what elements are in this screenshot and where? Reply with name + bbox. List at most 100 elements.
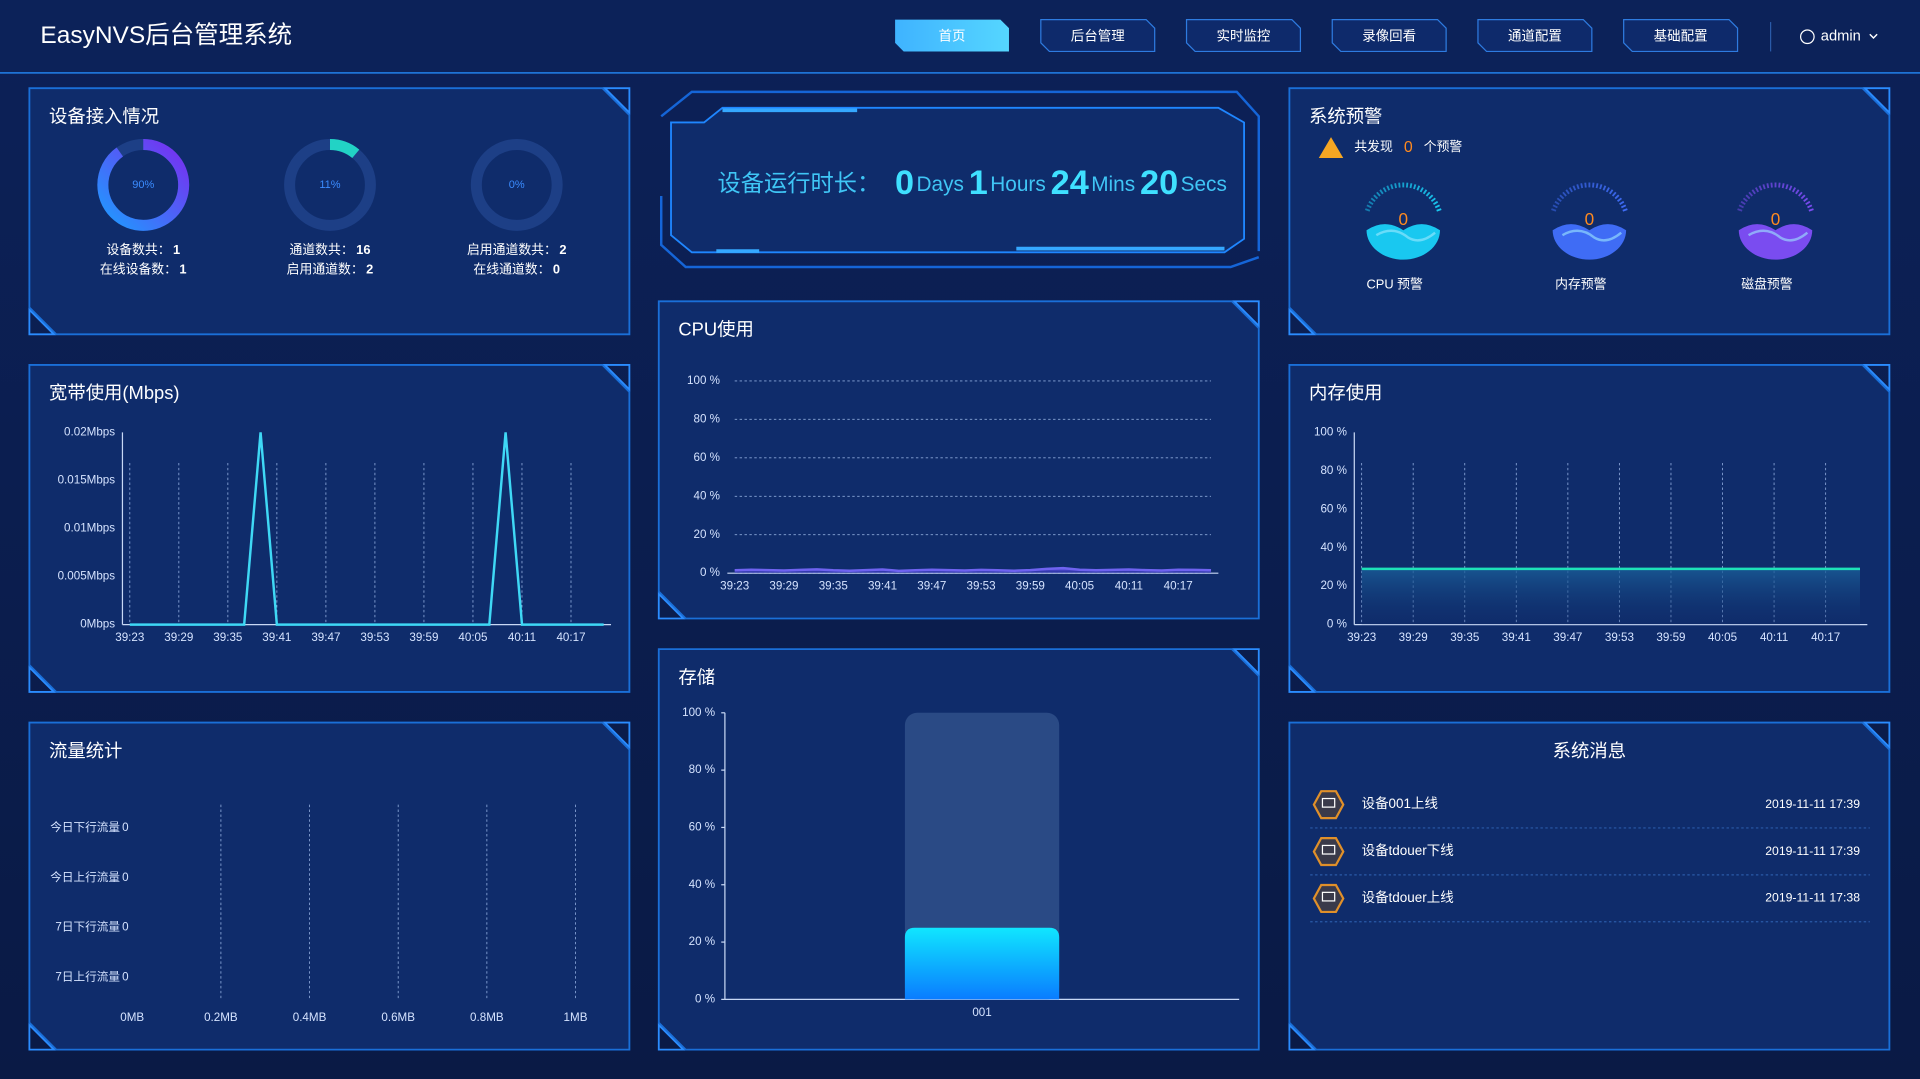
x-tick-label: 39:29 [769, 580, 798, 593]
stat-label: 通道数共： [290, 242, 354, 257]
x-tick-label: 39:23 [115, 631, 144, 644]
panel [28, 721, 631, 1051]
nav-button[interactable] [1331, 18, 1447, 53]
nav-button[interactable] [895, 19, 1009, 52]
gauge-tick [1622, 208, 1628, 212]
x-tick-label: 40:11 [1760, 631, 1788, 644]
x-tick-label: 40:17 [1164, 580, 1193, 593]
gauge-tick [1422, 189, 1428, 195]
ring-label: 11% [319, 179, 340, 191]
gauge-bowl [1738, 224, 1813, 260]
gauge-tick [1562, 191, 1567, 197]
stat-label: 在线通道数： [473, 262, 550, 277]
device-stat: 在线设备数： 1 [100, 262, 187, 277]
gauge-label: 内存预警 [1555, 277, 1607, 292]
panel-title: 宽带使用(Mbps) [49, 382, 180, 403]
gauge-bowl [1552, 224, 1627, 260]
category-label: 今日上行流量 [50, 870, 120, 884]
nav-label[interactable]: 后台管理 [1071, 28, 1125, 43]
stat-value: 1 [173, 242, 180, 257]
nav-label[interactable]: 首页 [939, 28, 966, 43]
gauge-tick [1551, 208, 1557, 212]
x-tick-label: 40:11 [1115, 580, 1143, 593]
nav-button[interactable] [1623, 18, 1739, 53]
y-tick-label: 40 % [689, 878, 715, 891]
y-tick-label: 60 % [694, 451, 720, 464]
x-tick-label: 40:05 [1065, 580, 1094, 593]
chevron[interactable] [1869, 33, 1878, 40]
x-tick-label: 39:47 [917, 580, 946, 593]
bar [904, 927, 1060, 1000]
gauge-tick [1745, 194, 1751, 200]
value-label: 0 [122, 921, 129, 934]
user-name[interactable]: admin [1821, 29, 1861, 45]
gauge-tick [1556, 197, 1562, 203]
x-tick-label: 39:41 [868, 580, 897, 593]
ring-label: 0% [509, 179, 525, 191]
value-label: 0 [122, 821, 129, 834]
y-tick-label: 20 % [689, 935, 715, 948]
gauge-tick [1619, 200, 1625, 206]
gauge-tick [1617, 197, 1623, 203]
nav-button[interactable] [1477, 18, 1593, 53]
y-tick-label: 60 % [689, 821, 715, 834]
app-title: EasyNVS后台管理系统 [40, 21, 292, 49]
gauge-value: 0 [1771, 209, 1781, 229]
x-tick-label: 0.2MB [204, 1011, 238, 1024]
gauge-tick [1805, 200, 1811, 206]
panel-title: 系统预警 [1309, 105, 1382, 126]
gauge-tick [1428, 194, 1434, 200]
stat-value: 0 [553, 262, 560, 277]
stat-label: 启用通道数共： [467, 242, 557, 257]
gauge-tick [1785, 184, 1789, 190]
panel-title: 流量统计 [49, 740, 122, 761]
gauge-tick [1751, 189, 1756, 195]
y-tick-label: 20 % [694, 528, 720, 541]
gauge-tick [1740, 200, 1746, 206]
category-label: 7日下行流量 [55, 920, 120, 934]
x-tick-label: 40:17 [556, 631, 585, 644]
gauge-wave [1747, 229, 1809, 242]
x-tick-label: 39:23 [720, 580, 749, 593]
corner [28, 1022, 57, 1051]
y-tick-label: 0.015Mbps [58, 473, 116, 486]
gauge-tick [1370, 197, 1376, 203]
nav-label[interactable]: 基础配置 [1654, 27, 1708, 43]
gauge-tick [1409, 183, 1413, 189]
nav-label[interactable]: 通道配置 [1508, 28, 1562, 43]
uptime-frame: 设备运行时长： 0 Days 1 Hours 24 Mins 20 Secs [660, 90, 1260, 269]
nav-button[interactable] [1040, 18, 1156, 53]
y-tick-label: 0.005Mbps [58, 570, 116, 583]
y-tick-label: 40 % [1320, 541, 1346, 554]
line [129, 432, 604, 626]
gauge-tick [1425, 191, 1431, 197]
gauge-tick [1559, 194, 1565, 200]
gauge-tick [1568, 187, 1573, 193]
x-tick-label: 39:23 [1347, 631, 1376, 644]
alert-summary: 共发现 0 个预警 [1354, 139, 1462, 156]
gauge-tick [1368, 200, 1374, 206]
gauge-tick [1614, 194, 1620, 200]
corner [602, 721, 631, 750]
gauge-tick [1602, 185, 1607, 191]
corner [28, 307, 57, 336]
nav-label[interactable]: 录像回看 [1362, 28, 1416, 43]
y-tick-label: 100 % [687, 374, 720, 387]
nav-label[interactable]: 实时监控 [1217, 28, 1271, 43]
panel [1288, 364, 1891, 693]
gauge-wave [1561, 229, 1623, 242]
nav-button[interactable] [1185, 18, 1302, 53]
gauge-label: 磁盘预警 [1741, 277, 1793, 292]
frame-inner [670, 106, 1245, 254]
uptime-value: 1 [969, 164, 988, 202]
line [734, 566, 1212, 573]
corner [1288, 1022, 1317, 1051]
category-label: 今日下行流量 [50, 820, 120, 834]
message-icon [1312, 790, 1345, 820]
panel [1288, 87, 1891, 336]
gauge-tick [1595, 183, 1599, 189]
x-tick-label: 39:47 [1553, 631, 1582, 644]
gauge-tick [1552, 204, 1558, 209]
gauge-tick [1382, 187, 1387, 193]
